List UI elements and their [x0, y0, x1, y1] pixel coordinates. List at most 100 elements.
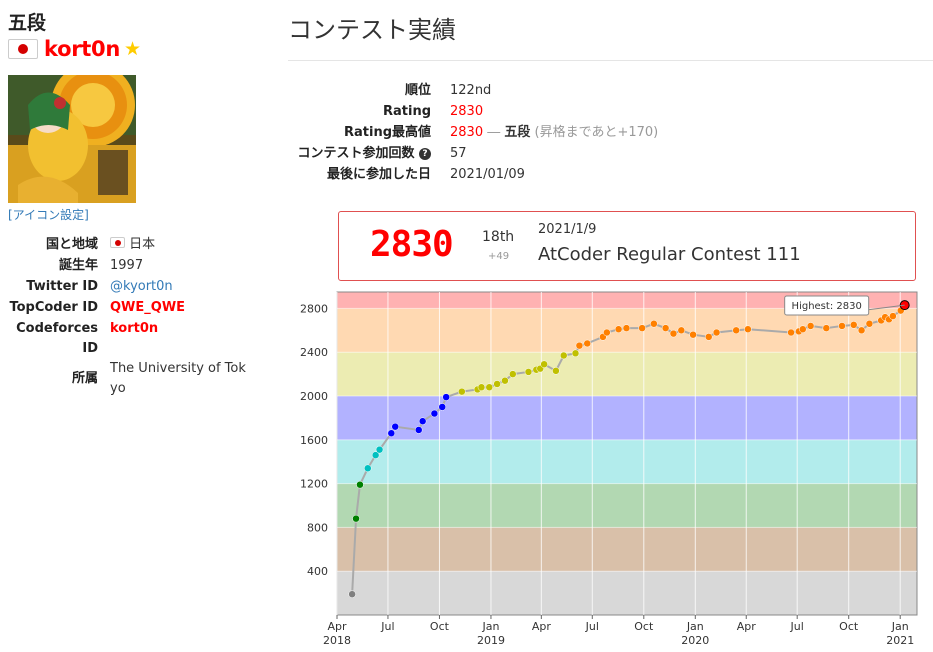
x-tick-label: Jan — [686, 620, 704, 633]
icon-settings-link[interactable]: [アイコン設定] — [8, 208, 89, 222]
rating-point — [571, 349, 580, 358]
info-row-codeforces: Codeforces ID kort0n — [8, 319, 250, 359]
info-row-topcoder: TopCoder ID QWE_QWE — [8, 298, 250, 319]
stats-row-last: 最後に参加した日 2021/01/09 — [288, 164, 658, 185]
highest-dan: 五段 — [504, 125, 531, 140]
rating-point — [552, 367, 560, 375]
rating-point — [849, 321, 858, 329]
rating-point — [493, 380, 501, 388]
stats-key: コンテスト参加回数 ? — [288, 143, 450, 164]
rating-point — [387, 429, 396, 437]
x-tick-label: Jul — [380, 620, 394, 633]
stats-row-highest: Rating最高値 2830 ― 五段 (昇格まであと+170) — [288, 122, 658, 143]
profile-panel: 五段 kort0n ★ [アイコン設定] 国と地域 日本 誕生年 199 — [8, 12, 270, 399]
birth-year-value: 1997 — [110, 258, 144, 273]
rating-point — [485, 383, 494, 392]
topcoder-link[interactable]: QWE_QWE — [110, 300, 186, 315]
username-link[interactable]: kort0n — [44, 37, 120, 61]
rating-point — [442, 393, 450, 401]
last-date-value: 2021/01/09 — [450, 167, 525, 182]
x-tick-label: Jul — [790, 620, 804, 633]
twitter-link[interactable]: @kyort0n — [110, 279, 173, 294]
help-icon[interactable]: ? — [419, 148, 431, 160]
info-row-twitter: Twitter ID @kyort0n — [8, 277, 250, 298]
codeforces-link[interactable]: kort0n — [110, 321, 159, 336]
info-key: 誕生年 — [58, 258, 98, 273]
rating-band — [337, 527, 917, 572]
rating-point — [712, 328, 721, 337]
x-tick-year-label: 2018 — [323, 634, 351, 647]
x-tick-year-label: 2020 — [681, 634, 709, 647]
y-tick-label: 2400 — [300, 346, 328, 359]
rating-point — [603, 328, 611, 337]
info-row-birth: 誕生年 1997 — [8, 256, 250, 277]
x-tick-label: Jan — [481, 620, 499, 633]
rating-point — [689, 330, 697, 339]
rating-point — [744, 325, 752, 333]
info-row-country: 国と地域 日本 — [8, 235, 250, 256]
rating-point — [352, 514, 360, 523]
highest-separator: ― — [487, 125, 501, 140]
rating-band — [337, 396, 917, 440]
y-tick-label: 400 — [307, 565, 328, 578]
stats-key: 順位 — [404, 83, 431, 98]
country-value: 日本 — [129, 237, 156, 252]
rating-point — [438, 403, 447, 411]
contest-name[interactable]: AtCoder Regular Contest 111 — [538, 244, 801, 265]
x-tick-label: Apr — [532, 620, 552, 633]
rating-point — [822, 324, 831, 332]
rating-point — [364, 464, 372, 473]
rating-point — [501, 376, 509, 385]
rating-point — [583, 339, 592, 348]
affiliation-value: The University of Tokyo — [110, 361, 246, 396]
y-tick-label: 2800 — [300, 302, 328, 315]
highest-tooltip-box — [784, 295, 870, 316]
count-label: コンテスト参加回数 — [297, 146, 415, 161]
rating-point — [638, 324, 646, 332]
stats-key: Rating最高値 — [343, 125, 431, 140]
rating-point — [622, 324, 631, 332]
rating-point — [524, 368, 533, 376]
x-tick-label: Jul — [585, 620, 599, 633]
contest-date: 2021/1/9 — [538, 222, 597, 237]
star-icon: ★ — [124, 38, 142, 60]
rating-band — [337, 439, 917, 484]
rating-value: 2830 — [450, 104, 484, 119]
y-tick-label: 1200 — [300, 478, 328, 491]
rating-point — [799, 325, 807, 333]
rating-point — [509, 370, 517, 378]
rating-band — [337, 483, 917, 528]
x-tick-label: Oct — [634, 620, 654, 633]
rating-point — [857, 326, 866, 335]
info-value: 日本 — [110, 235, 250, 256]
rating-point — [375, 445, 384, 454]
x-tick-year-label: 2019 — [477, 634, 505, 647]
contest-rank: 18th — [482, 229, 515, 245]
latest-contest-card: 2830 18th +49 2021/1/9 AtCoder Regular C… — [338, 211, 916, 281]
rating-point — [787, 328, 795, 337]
rating-point — [838, 322, 846, 330]
y-tick-label: 800 — [307, 521, 328, 534]
section-title: コンテスト実績 — [288, 16, 456, 44]
info-key: 国と地域 — [45, 237, 98, 252]
y-tick-label: 1600 — [300, 434, 328, 447]
info-key: TopCoder ID — [9, 300, 98, 315]
contest-results-panel: コンテスト実績 順位 122nd Rating 2830 Rating最高値 2… — [288, 0, 933, 185]
info-row-affiliation: 所属 The University of Tokyo — [8, 359, 250, 399]
rating-point — [732, 326, 740, 335]
rating-point — [559, 351, 568, 360]
highest-tooltip-label: Highest: 2830 — [792, 301, 862, 312]
rating-band — [337, 571, 917, 615]
x-tick-year-label: 2021 — [886, 634, 914, 647]
rating-point — [704, 333, 713, 341]
rating-point — [371, 451, 380, 459]
info-key: Codeforces ID — [16, 321, 98, 356]
contest-rating: 2830 — [370, 224, 454, 265]
rating-point — [650, 320, 658, 328]
rating-point — [348, 590, 356, 598]
rating-point — [899, 300, 910, 311]
rating-point — [575, 341, 584, 350]
rating-point — [477, 383, 486, 392]
stats-row-count: コンテスト参加回数 ? 57 — [288, 143, 658, 164]
